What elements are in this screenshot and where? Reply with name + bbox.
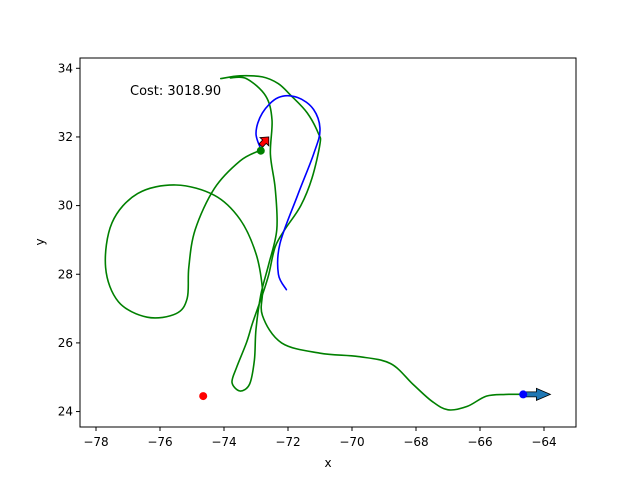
x-tick-label: −70 [339, 435, 364, 449]
y-axis-label: y [33, 238, 47, 245]
x-tick-label: −74 [211, 435, 236, 449]
series-line-0 [220, 74, 322, 392]
point-marker-1 [256, 146, 265, 155]
y-tick-label: 30 [58, 199, 73, 213]
marker-layer [199, 136, 552, 402]
series-line-2 [255, 94, 321, 291]
y-tick-label: 34 [58, 61, 73, 75]
y-tick-label: 24 [58, 405, 73, 419]
x-tick-label: −76 [147, 435, 172, 449]
point-marker-0 [199, 392, 208, 401]
x-tick-label: −72 [275, 435, 300, 449]
cost-annotation: Cost: 3018.90 [130, 84, 221, 99]
x-tick-label: −68 [403, 435, 428, 449]
y-tick-label: 28 [58, 267, 73, 281]
y-tick-label: 26 [58, 336, 73, 350]
point-marker-2 [519, 390, 528, 399]
x-tick-label: −66 [467, 435, 492, 449]
series-layer [104, 74, 524, 411]
axes-frame [79, 57, 577, 428]
series-line-1 [104, 149, 524, 411]
tick-layer: −78 −76 −74 −72 −70 −68 −66 −64 24 26 28 30 32 34 [58, 61, 557, 449]
x-tick-label: −78 [83, 435, 108, 449]
x-axis-label: x [324, 456, 331, 470]
y-tick-label: 32 [58, 130, 73, 144]
direction-arrow-1 [258, 136, 270, 148]
x-tick-label: −64 [531, 435, 556, 449]
